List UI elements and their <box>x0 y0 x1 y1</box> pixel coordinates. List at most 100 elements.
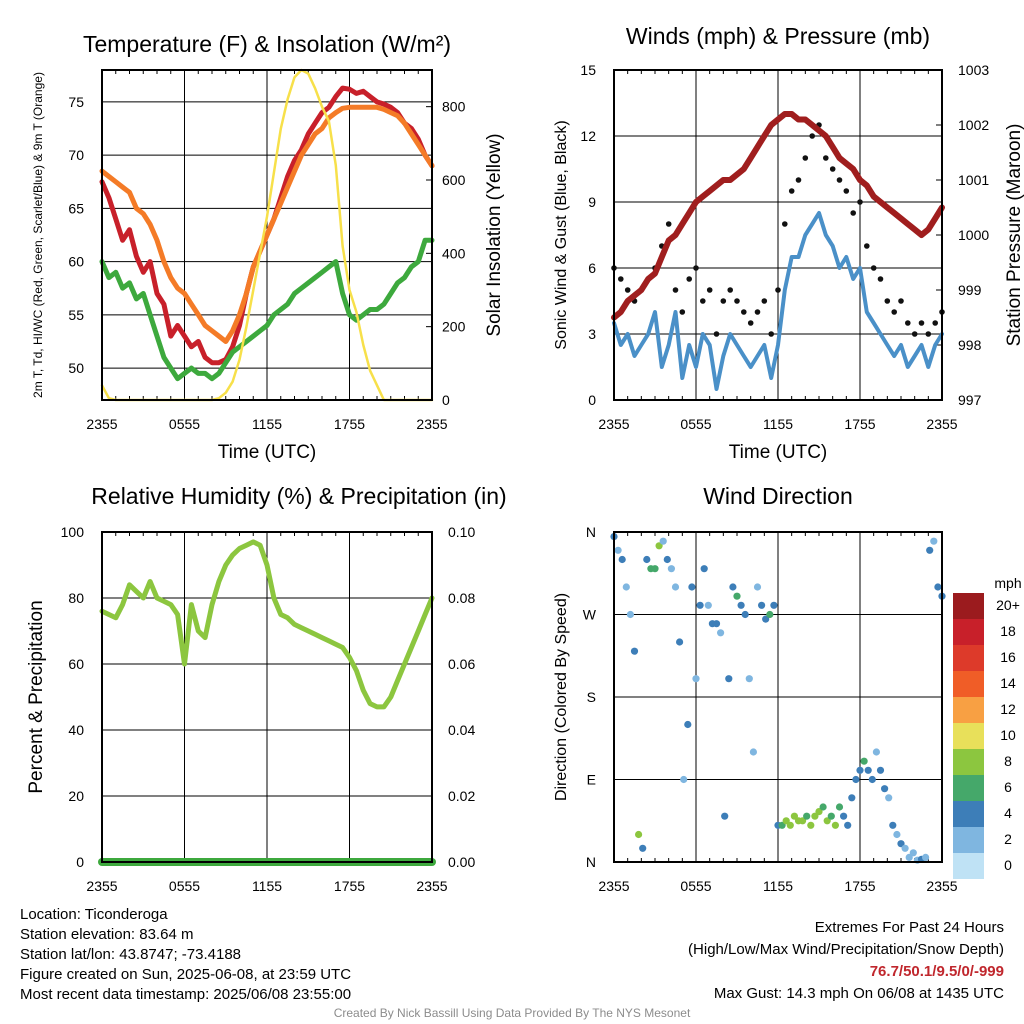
x-tick-label: 0555 <box>680 878 711 894</box>
credit-line: Created By Nick Bassill Using Data Provi… <box>333 1006 691 1020</box>
direction-point <box>790 812 799 820</box>
gust-point <box>829 166 836 172</box>
x-tick-label: 1155 <box>763 416 793 432</box>
gust-point <box>884 298 891 304</box>
y-tick-label: E <box>587 772 596 788</box>
gust-point <box>693 265 699 271</box>
direction-point <box>643 555 651 564</box>
colorbar-label: 20+ <box>996 597 1020 613</box>
direction-point <box>626 610 635 619</box>
direction-point <box>922 853 930 862</box>
y2-tick-label: 200 <box>442 319 466 335</box>
gust-point <box>624 287 631 293</box>
direction-point <box>807 821 815 829</box>
plot-border <box>101 69 433 401</box>
direction-point <box>803 812 811 820</box>
x-tick-label: 0555 <box>169 416 200 432</box>
panel-3 <box>98 531 436 866</box>
colorbar-label: 6 <box>1004 779 1012 795</box>
extremes-summary: Extremes For Past 24 Hours (High/Low/Max… <box>688 917 1004 1005</box>
x-tick-label: 1155 <box>252 416 282 432</box>
gust-point <box>795 177 802 183</box>
direction-point <box>893 830 901 839</box>
gust-point <box>809 133 815 139</box>
y-tick-label: 20 <box>68 788 84 804</box>
colorbar-label: 16 <box>1000 649 1016 665</box>
series-line-sonic-wind <box>612 211 944 391</box>
direction-point <box>758 601 766 609</box>
direction-point <box>692 675 700 683</box>
direction-point <box>729 583 737 591</box>
figure-created: Figure created on Sun, 2025-06-08, at 23… <box>20 966 352 983</box>
y-tick-label: 15 <box>580 62 596 78</box>
gust-point <box>823 155 829 161</box>
direction-point <box>622 583 630 591</box>
colorbar-label: 10 <box>1000 727 1016 743</box>
x-tick-label: 1155 <box>763 878 793 894</box>
colorbar-swatch <box>953 697 984 723</box>
y-tick-label: S <box>587 689 596 705</box>
gust-point <box>747 320 754 326</box>
y2-tick-label: 1000 <box>958 227 989 243</box>
direction-point <box>860 757 868 765</box>
y-tick-label: 60 <box>68 254 84 270</box>
x-tick-label: 1755 <box>844 416 875 432</box>
direction-point <box>733 592 741 600</box>
direction-point <box>700 565 708 573</box>
y2-tick-label: 400 <box>442 245 466 261</box>
x-tick-label: 2355 <box>86 416 117 432</box>
y2-tick-label: 800 <box>442 99 466 115</box>
x-tick-label: 2355 <box>86 878 117 894</box>
gust-point <box>720 298 727 304</box>
x-tick-label: 1155 <box>252 878 282 894</box>
colorbar-label: 18 <box>1000 623 1016 639</box>
colorbar-swatch <box>953 593 984 619</box>
y-tick-label: 0 <box>588 392 596 408</box>
direction-point <box>696 601 704 609</box>
gust-point <box>857 199 863 205</box>
gust-point <box>850 210 856 216</box>
y-tick-label: 6 <box>588 260 596 276</box>
colorbar-label: 0 <box>1004 857 1012 873</box>
colorbar-swatch <box>953 853 984 879</box>
gust-point <box>754 309 761 315</box>
y-tick-label: 60 <box>68 656 84 672</box>
direction-point <box>889 821 897 829</box>
direction-point <box>741 610 749 619</box>
series-line-td <box>99 237 435 382</box>
gust-point <box>775 287 781 293</box>
direction-point <box>856 766 864 774</box>
station-info: Location: Ticonderoga Station elevation:… <box>20 905 351 1005</box>
y-tick-label: 12 <box>580 128 596 144</box>
y-tick-label: 70 <box>68 147 84 163</box>
y2-axis-label: Solar Insolation (Yellow) <box>484 133 505 336</box>
y2-tick-label: 0.06 <box>448 656 475 672</box>
colorbar-swatch <box>953 749 984 775</box>
direction-point <box>872 748 881 756</box>
direction-point <box>651 565 659 573</box>
direction-point <box>909 849 917 857</box>
direction-point <box>762 615 770 623</box>
gust-point <box>870 265 877 271</box>
extremes-values: 76.7/50.1/9.5/0/-999 <box>869 963 1004 980</box>
y2-tick-label: 0.00 <box>448 854 475 870</box>
gust-point <box>905 320 911 326</box>
y2-axis-label: Station Pressure (Maroon) <box>1004 124 1024 347</box>
direction-point <box>721 812 729 820</box>
gust-point <box>727 287 733 293</box>
colorbar-label: 12 <box>1000 701 1016 717</box>
series-line-relative-humidity <box>99 539 435 710</box>
panel-2 <box>611 69 945 401</box>
direction-point <box>831 821 840 829</box>
colorbar-label: 14 <box>1000 675 1016 691</box>
direction-point <box>926 546 934 554</box>
direction-point <box>840 812 848 820</box>
direction-point <box>930 537 938 545</box>
direction-point <box>680 775 688 784</box>
y2-tick-label: 1002 <box>958 117 989 133</box>
y2-tick-label: 997 <box>958 392 982 408</box>
y-tick-label: 50 <box>68 360 84 376</box>
chart-title: Temperature (F) & Insolation (W/m²) <box>83 31 451 57</box>
direction-point <box>901 844 909 852</box>
plot-border <box>613 531 943 863</box>
